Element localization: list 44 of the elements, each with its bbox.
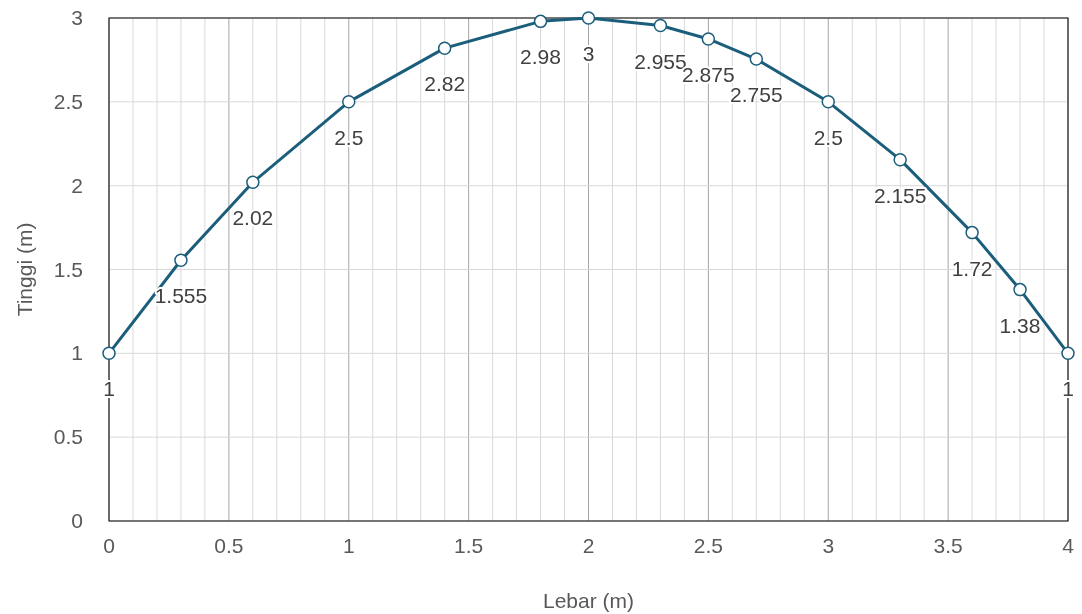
x-tick-label: 3.5: [933, 534, 963, 557]
point: [342, 95, 356, 109]
data-label: 1.38: [999, 313, 1041, 337]
data-label: 2.5: [813, 125, 843, 149]
x-tick-label: 3: [822, 534, 835, 557]
point: [701, 32, 716, 46]
data-label: 3: [582, 42, 595, 65]
point: [533, 14, 548, 29]
point: [653, 18, 668, 33]
data-label: 2.02: [232, 206, 274, 230]
data-label: 2.82: [424, 72, 466, 96]
x-tick-label: 0.5: [214, 534, 244, 557]
point: [965, 225, 979, 240]
y-tick-label: 3: [71, 6, 83, 29]
point: [246, 175, 260, 190]
data-label: 2.155: [873, 183, 927, 207]
data-label: 1.72: [951, 256, 993, 280]
point: [821, 95, 835, 109]
y-tick-label: 2: [71, 173, 83, 197]
y-tick-label: 1: [71, 341, 83, 365]
data-label: 2.755: [730, 83, 783, 107]
y-tick-label: 0: [71, 509, 83, 532]
y-tick-label: 1.5: [53, 257, 83, 281]
y-tick-label: 2.5: [53, 89, 83, 113]
y-axis-title: Tinggi (m): [13, 222, 36, 317]
point: [1013, 282, 1027, 297]
data-label: 2.98: [520, 45, 561, 69]
y-tick-label: 0.5: [53, 425, 83, 449]
point: [581, 11, 596, 25]
point: [102, 346, 116, 361]
x-tick-label: 4: [1062, 534, 1075, 557]
x-tick-label: 2.5: [693, 534, 723, 557]
x-tick-label: 1.5: [454, 534, 484, 557]
point: [749, 52, 764, 66]
x-axis-title: Lebar (m): [542, 589, 635, 612]
data-label: 1.555: [154, 284, 208, 308]
data-label: 2.5: [334, 125, 364, 149]
point: [437, 41, 452, 55]
x-tick-label: 2: [582, 534, 595, 557]
point: [1061, 346, 1075, 361]
point: [893, 152, 907, 167]
x-tick-label: 0: [103, 534, 115, 557]
x-tick-label: 1: [342, 534, 355, 557]
point: [174, 253, 188, 268]
